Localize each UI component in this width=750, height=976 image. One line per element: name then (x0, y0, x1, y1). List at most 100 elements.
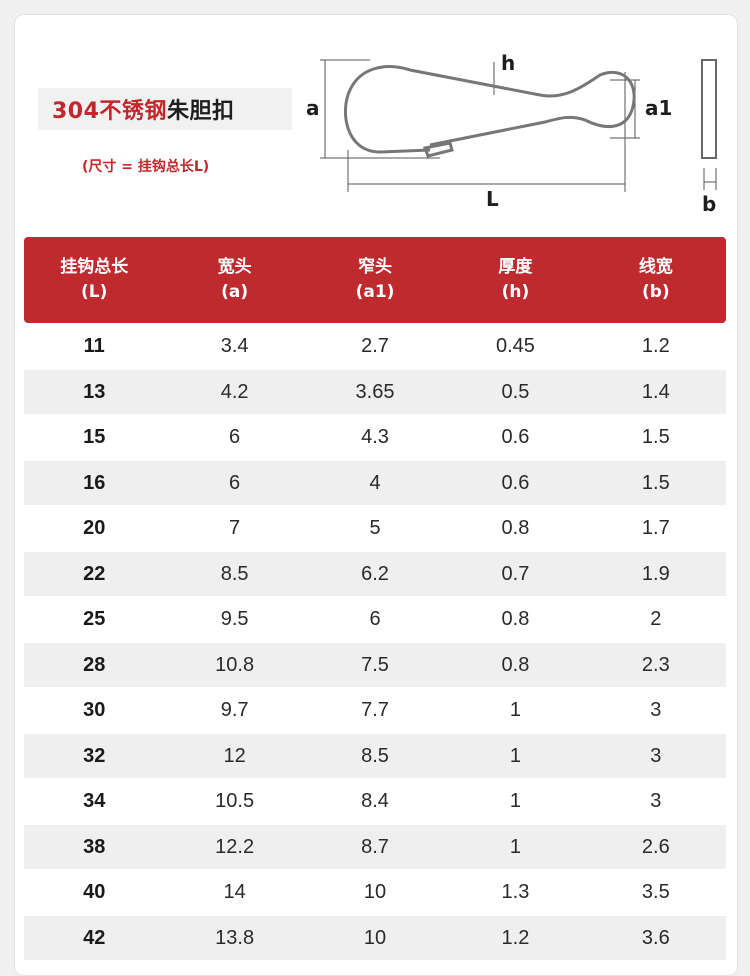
table-cell: 1 (509, 699, 521, 721)
table-cell: 38 (83, 835, 106, 858)
table-row: 25 9.5 6 0.8 2 (24, 597, 726, 642)
product-title: 304不锈钢 朱胆扣 (38, 88, 292, 130)
table-cell: 34 (83, 790, 106, 812)
table-cell: 16 (83, 471, 106, 494)
table-cell: 0.7 (501, 562, 530, 585)
table-cell: 10 (363, 881, 387, 903)
wire-side-view (701, 59, 717, 159)
table-cell: 0.8 (501, 653, 530, 676)
table-cell: 4 (369, 471, 381, 494)
table-cell: 1.4 (641, 380, 670, 403)
table-cell: 2.3 (641, 653, 670, 676)
table-cell: 1.9 (641, 562, 670, 585)
header-wire-width: 线宽 (b) (638, 257, 673, 302)
table-cell: 4.3 (361, 426, 389, 448)
table-cell: 1.2 (641, 335, 670, 357)
table-cell: 22 (83, 562, 106, 585)
table-cell: 14 (223, 881, 246, 903)
table-row: 42 13.8 10 1.2 3.6 (24, 916, 726, 960)
table-cell: 0.6 (501, 471, 530, 494)
table-cell: 4.2 (220, 380, 249, 403)
table-cell: 6 (229, 471, 241, 494)
table-row: 11 3.4 2.7 0.45 1.2 (24, 324, 726, 369)
table-cell: 6.2 (361, 562, 389, 585)
table-cell: 8.5 (220, 562, 249, 585)
table-cell: 9.7 (220, 699, 249, 721)
table-cell: 0.8 (501, 517, 530, 539)
table-cell: 1.5 (641, 471, 670, 494)
table-cell: 20 (83, 517, 106, 539)
table-cell: 15 (83, 426, 106, 448)
table-cell: 25 (83, 608, 106, 630)
table-cell: 30 (83, 699, 106, 721)
header-length: 挂钩总长 (L) (60, 257, 129, 302)
table-row: 15 6 4.3 0.6 1.5 (24, 415, 726, 460)
table-cell: 3.65 (355, 380, 395, 403)
table-cell: 10.8 (215, 653, 255, 676)
table-cell: 42 (83, 926, 106, 949)
table-cell: 8.5 (361, 744, 389, 767)
label-h: h (501, 51, 515, 75)
table-cell: 1 (509, 744, 521, 767)
table-cell: 7.5 (361, 653, 389, 676)
table-cell: 1 (509, 835, 521, 858)
table-cell: 2.6 (641, 835, 670, 858)
table-cell: 7 (229, 517, 241, 539)
table-cell: 3 (650, 790, 662, 812)
table-cell: 28 (83, 653, 106, 676)
table-cell: 1.5 (641, 426, 670, 448)
header-wide-end: 宽头 (a) (217, 257, 252, 302)
table-cell: 9.5 (220, 608, 249, 630)
table-cell: 1 (509, 790, 521, 812)
table-cell: 6 (369, 608, 381, 630)
size-note: (尺寸 = 挂钩总长L) (82, 159, 210, 175)
title-product: 朱胆扣 (166, 99, 235, 124)
table-row: 20 7 5 0.8 1.7 (24, 506, 726, 551)
header-thickness: 厚度 (h) (498, 257, 533, 302)
label-L: L (486, 187, 499, 211)
table-cell: 2 (650, 608, 662, 630)
table-cell: 8.7 (361, 835, 389, 858)
table-row: 40 14 10 1.3 3.5 (24, 870, 726, 915)
table-row: 38 12.2 8.7 1 2.6 (24, 825, 726, 869)
table-cell: 1.7 (641, 517, 670, 539)
table-cell: 13.8 (215, 926, 255, 949)
table-row: 32 12 8.5 1 3 (24, 734, 726, 778)
table-cell: 12.2 (215, 835, 255, 858)
label-a: a (306, 96, 320, 120)
table-cell: 0.8 (501, 608, 530, 630)
table-cell: 12 (223, 744, 246, 767)
table-cell: 7.7 (361, 699, 389, 721)
table-cell: 3 (650, 699, 662, 721)
table-cell: 5 (369, 517, 381, 539)
table-cell: 0.45 (495, 335, 535, 357)
table-body: 11 3.4 2.7 0.45 1.2 13 4.2 3.65 0.5 1.4 15 6 4.3 0.6 1… (24, 324, 726, 960)
table-row: 16 6 4 0.6 1.5 (24, 461, 726, 505)
table-cell: 40 (83, 881, 106, 903)
label-a1: a1 (645, 96, 672, 120)
hook-diagram: a h a1 L b (306, 51, 717, 216)
table-row: 13 4.2 3.65 0.5 1.4 (24, 370, 726, 414)
header-narrow-end: 窄头 (a1) (355, 257, 395, 302)
table-cell: 1.3 (501, 881, 530, 903)
table-cell: 32 (83, 744, 106, 767)
table-cell: 6 (229, 426, 241, 448)
table-cell: 3.4 (220, 335, 249, 357)
spec-table: 挂钩总长 (L) 宽头 (a) 窄头 (a1) 厚度 (h) 线宽 (b) 11 3.4 2.… (24, 237, 726, 960)
table-cell: 0.5 (501, 380, 530, 403)
table-cell: 10 (363, 926, 387, 949)
table-cell: 2.7 (361, 335, 389, 357)
table-cell: 3 (650, 744, 662, 767)
table-cell: 1.2 (501, 926, 530, 949)
table-cell: 10.5 (215, 790, 255, 812)
table-header: 挂钩总长 (L) 宽头 (a) 窄头 (a1) 厚度 (h) 线宽 (b) (24, 237, 726, 323)
table-cell: 11 (83, 335, 105, 357)
table-row: 34 10.5 8.4 1 3 (24, 779, 726, 824)
table-cell: 13 (83, 380, 106, 403)
table-cell: 3.5 (641, 881, 670, 903)
label-b: b (702, 192, 716, 216)
table-cell: 0.6 (501, 426, 530, 448)
title-material: 304不锈钢 (52, 99, 167, 124)
table-row: 22 8.5 6.2 0.7 1.9 (24, 552, 726, 596)
table-cell: 3.6 (641, 926, 670, 949)
